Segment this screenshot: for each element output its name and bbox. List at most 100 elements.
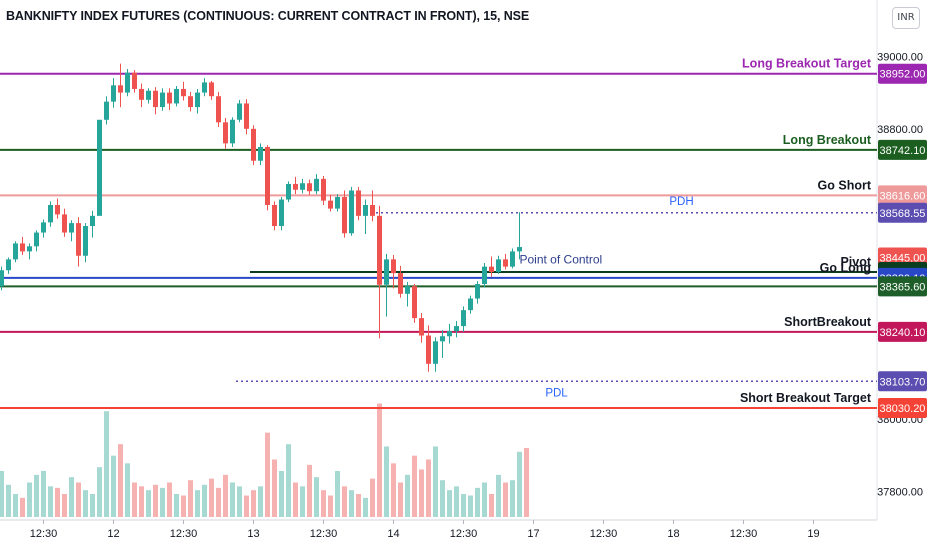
candle-body [13,243,18,260]
volume-bar [503,482,508,517]
level-label: PDL [545,387,568,399]
candle-body [83,226,88,256]
candle-body [447,331,452,337]
candle-body [27,246,32,252]
candle-body [328,200,333,209]
candle-body [405,286,410,294]
candle-body [279,199,284,227]
volume-bar [244,495,249,517]
time-tick-label: 13 [247,528,259,540]
level-labels: Long Breakout Target Long Breakout Go Shor… [545,57,872,405]
time-tick-label: 12:30 [170,528,198,540]
candle-body [230,119,235,144]
candle-body [34,232,39,247]
candle-body [90,215,95,227]
volume-bar [188,480,193,517]
volume-bar [251,490,256,517]
candle-body [216,96,221,123]
candle-body [244,103,249,129]
volume-bar [370,478,375,517]
candle-body [202,82,207,93]
volume-bar [132,482,137,517]
volume-bar [335,471,340,517]
candle-body [517,247,522,252]
candle-body [55,204,60,215]
candle-body [461,310,466,327]
volume-bar [13,494,18,517]
candle-body [300,183,305,190]
annotation-label: Point of Control [520,252,603,266]
price-candles [0,63,522,372]
level-label: PDH [669,196,693,208]
candle-body [307,183,312,192]
time-tick-label: 12:30 [730,528,758,540]
candle-body [454,326,459,332]
candle-body [321,178,326,201]
candle-body [97,119,102,216]
price-tick-label: 38800.00 [877,124,923,136]
time-tick-label: 14 [387,528,399,540]
candle-body [223,122,228,144]
volume-bar [195,490,200,517]
volume-bar [83,490,88,517]
candle-body [391,259,396,274]
volume-bar [433,446,438,517]
candle-body [139,88,144,100]
time-tick-label: 12:30 [30,528,58,540]
volume-bar [398,482,403,517]
price-badge [878,276,927,297]
time-tick-label: 12:30 [590,528,618,540]
candle-body [412,286,417,319]
candle-body [314,178,319,192]
candle-body [489,266,494,273]
price-badge-label: 38103.70 [880,376,926,388]
candle-body [69,223,74,233]
price-badge-label: 38365.60 [880,281,926,293]
candle-body [20,243,25,252]
candle-body [349,190,354,234]
volume-bar [272,459,277,517]
price-badge-label: 38030.20 [880,403,926,415]
volume-bar [489,494,494,517]
candle-body [160,92,165,108]
price-badge-label: 38445.00 [880,253,926,265]
volume-bar [167,482,172,517]
candle-body [167,92,172,104]
time-tick-label: 18 [667,528,679,540]
candle-body [426,335,431,364]
grid-lines [0,0,878,521]
volume-bar [202,484,207,517]
time-tick-label: 12:30 [310,528,338,540]
volume-bar [307,464,312,517]
volume-bar [475,487,480,517]
price-tick-label: 37800.00 [877,486,923,498]
volume-bar [405,474,410,517]
candle-body [440,336,445,342]
volume-bar [76,482,81,517]
candle-body [433,341,438,364]
volume-bar [342,486,347,517]
candle-body [265,146,270,205]
candle-body [104,101,109,120]
currency-button[interactable]: INR [892,7,920,29]
volume-bar [377,403,382,517]
candle-body [384,259,389,285]
volume-bar [6,484,11,517]
candle-body [496,259,501,273]
level-label: Short Breakout Target [740,391,872,405]
volume-bar [69,477,74,517]
level-label: ShortBreakout [784,315,872,329]
volume-bar [412,455,417,517]
volume-bar [482,482,487,517]
candle-body [468,298,473,311]
price-badge [878,185,927,206]
price-badge [878,371,927,392]
volume-bar [314,477,319,517]
candle-body [0,270,4,287]
candle-body [188,96,193,108]
candle-body [510,251,515,267]
volume-bar [461,494,466,517]
volume-bar [265,432,270,517]
